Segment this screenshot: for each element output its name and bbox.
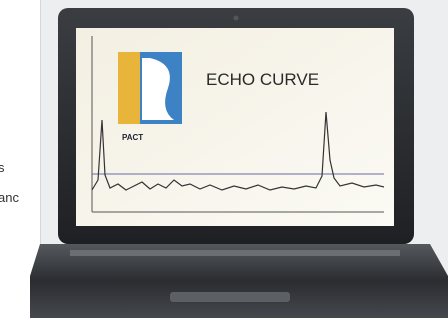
sidebar-text: s bbox=[0, 160, 5, 175]
screen-title: ECHO CURVE bbox=[206, 70, 319, 89]
front-panel bbox=[170, 292, 290, 302]
logo-text: PACT bbox=[122, 133, 143, 142]
hinge bbox=[70, 250, 400, 256]
logo-block bbox=[118, 52, 140, 124]
screenshot: s anc PACT ECHO CURVE bbox=[0, 0, 448, 318]
laptop bbox=[30, 8, 448, 318]
sidebar-text: anc bbox=[0, 190, 19, 205]
webcam bbox=[234, 16, 239, 21]
page: {"sidebar": {"lines": ["s", "anc"]}, "sc… bbox=[0, 0, 448, 318]
